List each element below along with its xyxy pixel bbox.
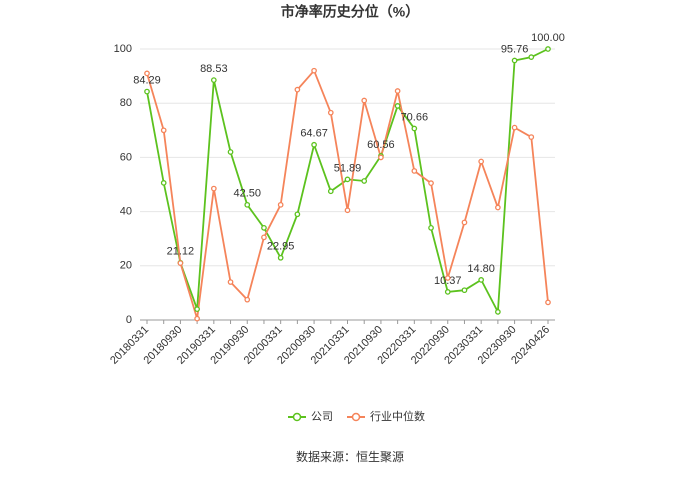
data-label: 88.53	[200, 63, 228, 75]
y-tick-label: 20	[120, 260, 132, 272]
data-point	[210, 77, 217, 83]
data-point	[227, 149, 234, 155]
legend-label: 公司	[311, 411, 333, 423]
data-label: 51.89	[334, 162, 362, 174]
y-tick-label: 60	[120, 151, 132, 163]
data-point	[394, 103, 401, 109]
data-point	[311, 67, 317, 74]
data-point	[227, 279, 234, 285]
data-point	[394, 88, 401, 94]
data-label: 95.76	[501, 43, 529, 55]
source-note: 数据来源：恒生聚源	[296, 449, 404, 464]
data-point	[277, 201, 284, 208]
data-point	[144, 88, 150, 95]
data-point	[444, 289, 451, 295]
data-point	[261, 234, 267, 241]
data-point	[428, 225, 434, 231]
data-point	[461, 287, 468, 294]
data-point	[478, 158, 485, 165]
data-point	[311, 141, 317, 148]
data-point	[411, 125, 418, 132]
data-point	[344, 176, 351, 183]
data-point	[327, 109, 334, 116]
data-point	[461, 219, 468, 226]
data-label: 42.50	[233, 188, 261, 200]
data-point	[327, 188, 334, 195]
data-label: 84.29	[133, 74, 161, 86]
data-point	[160, 127, 167, 134]
data-point	[511, 57, 518, 64]
data-label: 70.66	[401, 111, 429, 123]
data-point	[545, 299, 551, 306]
data-point	[177, 260, 184, 266]
data-point	[194, 315, 200, 322]
data-point	[361, 97, 368, 104]
data-point	[160, 180, 167, 186]
data-point	[344, 207, 351, 214]
data-point	[210, 185, 217, 192]
legend-marker	[292, 412, 302, 422]
data-point	[261, 225, 267, 231]
data-point	[294, 86, 301, 93]
data-point	[528, 134, 535, 140]
data-point	[378, 154, 384, 161]
data-point	[144, 70, 150, 77]
data-point	[244, 201, 251, 208]
data-point	[194, 306, 200, 313]
series-line	[146, 68, 549, 319]
data-point	[545, 46, 551, 52]
data-point	[244, 296, 251, 303]
data-point	[444, 275, 451, 281]
data-label: 14.80	[467, 263, 495, 275]
data-label: 100.00	[531, 32, 565, 44]
y-tick-label: 80	[120, 97, 132, 109]
y-tick-label: 100	[114, 43, 132, 55]
y-tick-label: 0	[126, 314, 132, 326]
data-label: 22.95	[267, 241, 295, 253]
data-label: 21.12	[167, 246, 195, 258]
legend-marker	[351, 412, 361, 422]
data-point	[478, 277, 485, 283]
data-point	[428, 180, 434, 186]
data-point	[495, 309, 501, 315]
chart-title: 市净率历史分位（%）	[281, 4, 419, 20]
data-point	[361, 178, 368, 184]
data-point	[495, 204, 501, 211]
data-point	[411, 168, 418, 174]
data-point	[511, 124, 518, 131]
data-point	[528, 54, 535, 60]
data-point	[294, 211, 301, 218]
data-point	[277, 254, 284, 261]
data-label: 60.56	[367, 139, 395, 151]
legend-label: 行业中位数	[370, 409, 425, 423]
y-tick-label: 40	[120, 206, 132, 218]
data-label: 64.67	[300, 128, 328, 140]
